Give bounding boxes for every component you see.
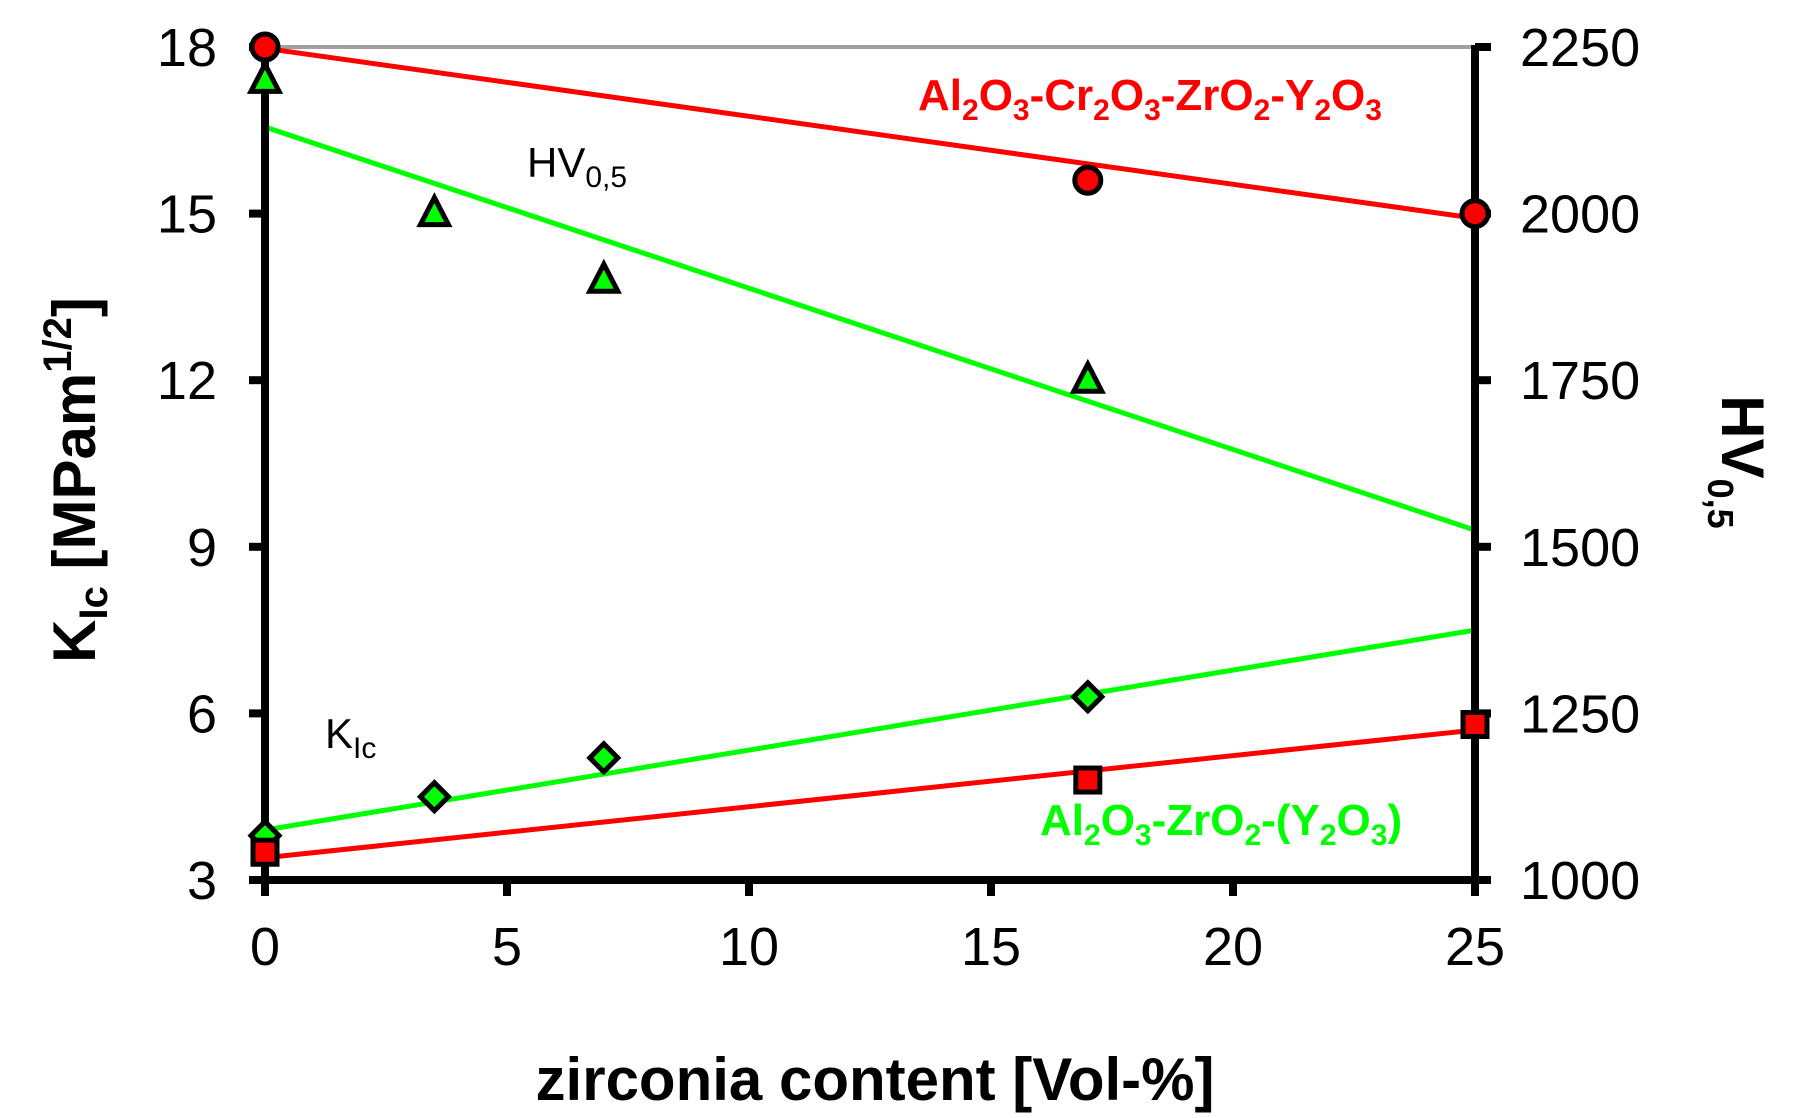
label-part: O bbox=[1101, 796, 1135, 845]
point-circle bbox=[1072, 164, 1104, 196]
label-part: 2 bbox=[1320, 819, 1337, 852]
label-part: Al bbox=[1040, 796, 1084, 845]
label-part: O bbox=[1331, 71, 1365, 120]
trendline-1 bbox=[264, 124, 1476, 533]
y-right-tick-label: 1000 bbox=[1520, 851, 1640, 911]
y-right-tick-label: 2250 bbox=[1520, 18, 1640, 78]
label-part: 3 bbox=[1144, 94, 1161, 127]
label-part: -Cr bbox=[1030, 71, 1094, 120]
label-part: 2 bbox=[1093, 94, 1110, 127]
label-part: 3 bbox=[1135, 819, 1152, 852]
y-left-title-rest: [MPam bbox=[41, 373, 108, 586]
point-triangle bbox=[416, 192, 453, 228]
label-part: 2 bbox=[1084, 819, 1101, 852]
label-part: 3 bbox=[1365, 94, 1382, 127]
y-right-tick-label: 2000 bbox=[1520, 185, 1640, 245]
point-triangle bbox=[246, 58, 284, 94]
x-axis-title: zirconia content [Vol-%] bbox=[536, 1046, 1215, 1113]
label-part: 2 bbox=[1245, 819, 1262, 852]
label-part: O bbox=[979, 71, 1013, 120]
y-right-tick-label: 1250 bbox=[1520, 684, 1640, 744]
point-circle bbox=[249, 31, 281, 63]
y-left-title-sub: Ic bbox=[72, 586, 116, 619]
kic-annotation-sub: Ic bbox=[353, 732, 376, 765]
label-part: O bbox=[1337, 796, 1371, 845]
label-part: ) bbox=[1387, 796, 1402, 845]
x-tick-label: 10 bbox=[719, 917, 779, 977]
y-right-title-sub: 0,5 bbox=[1700, 479, 1741, 529]
y-right-title-main: HV bbox=[1709, 395, 1776, 478]
point-triangle bbox=[1069, 358, 1106, 394]
label-part: 2 bbox=[962, 94, 979, 127]
y-left-tick-label: 15 bbox=[157, 185, 217, 245]
y-left-title-main: K bbox=[41, 619, 108, 662]
x-tick-label: 15 bbox=[961, 917, 1021, 977]
point-circle bbox=[1459, 198, 1491, 230]
trendline-2 bbox=[264, 627, 1476, 833]
hv-annotation-sub: 0,5 bbox=[585, 161, 627, 194]
label-part: -(Y bbox=[1261, 796, 1320, 845]
point-square bbox=[1073, 765, 1103, 795]
hv-annotation: HV0,5 bbox=[527, 139, 627, 194]
tick-labels: 0 5 10 15 20 25 3 6 9 12 15 18 1000 1250 1500 1750 2000 2… bbox=[157, 18, 1640, 977]
x-tick-label: 0 bbox=[250, 917, 280, 977]
hv-annotation-main: HV bbox=[527, 139, 585, 186]
axes bbox=[249, 43, 1491, 896]
label-part: -ZrO bbox=[1161, 71, 1254, 120]
data-points bbox=[246, 31, 1491, 867]
point-square bbox=[250, 837, 280, 867]
kic-annotation: KIc bbox=[325, 710, 376, 765]
y-left-title-sup: 1/2 bbox=[36, 317, 80, 373]
label-part: 3 bbox=[1013, 94, 1030, 127]
trendline-0 bbox=[264, 45, 1476, 221]
label-part: Al bbox=[918, 71, 962, 120]
point-diamond bbox=[416, 779, 452, 815]
y-left-tick-label: 3 bbox=[187, 851, 217, 911]
label-part: 3 bbox=[1371, 819, 1388, 852]
x-tick-label: 25 bbox=[1445, 917, 1505, 977]
trendline-3 bbox=[264, 727, 1476, 861]
green-series-label: Al2O3-ZrO2-(Y2O3) bbox=[1040, 796, 1402, 852]
label-part: 2 bbox=[1254, 94, 1271, 127]
x-tick-label: 20 bbox=[1203, 917, 1263, 977]
point-diamond bbox=[1070, 679, 1106, 715]
point-square bbox=[1460, 710, 1490, 740]
y-left-tick-label: 12 bbox=[157, 351, 217, 411]
y-left-tick-label: 18 bbox=[157, 18, 217, 78]
y-left-tick-label: 9 bbox=[187, 518, 217, 578]
y-left-title-end: ] bbox=[41, 297, 108, 317]
y-left-axis-title: KIc [MPam1/2] bbox=[36, 297, 116, 663]
point-triangle bbox=[585, 258, 622, 294]
point-diamond bbox=[586, 740, 622, 776]
label-part: -Y bbox=[1270, 71, 1314, 120]
kic-annotation-main: K bbox=[325, 710, 353, 757]
y-right-tick-label: 1500 bbox=[1520, 518, 1640, 578]
y-left-tick-label: 6 bbox=[187, 684, 217, 744]
red-series-label: Al2O3-Cr2O3-ZrO2-Y2O3 bbox=[918, 71, 1382, 127]
x-tick-label: 5 bbox=[492, 917, 522, 977]
label-part: O bbox=[1110, 71, 1144, 120]
label-part: -ZrO bbox=[1152, 796, 1245, 845]
label-part: 2 bbox=[1314, 94, 1331, 127]
y-right-axis-title: HV0,5 bbox=[1700, 395, 1776, 528]
y-right-tick-label: 1750 bbox=[1520, 351, 1640, 411]
trendlines bbox=[264, 45, 1476, 861]
